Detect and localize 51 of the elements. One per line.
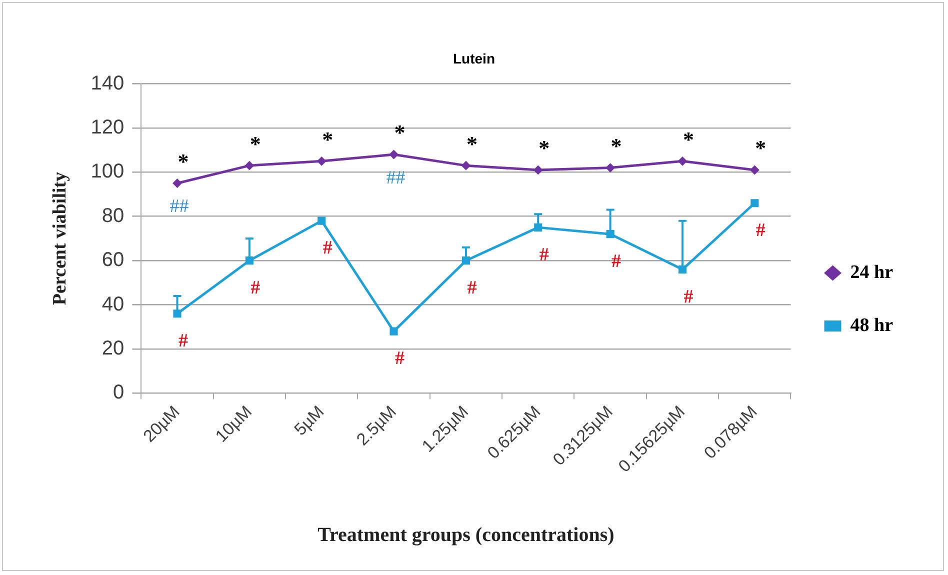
chart-title: Lutein xyxy=(453,50,495,66)
data-label: # xyxy=(467,277,478,298)
y-tick-label: 140 xyxy=(90,72,124,94)
data-label: # xyxy=(395,348,406,370)
data-label: # xyxy=(612,250,622,272)
y-tick-label: 0 xyxy=(113,382,124,404)
legend-label: 48 hr xyxy=(850,314,894,336)
y-tick-label: 80 xyxy=(102,204,124,227)
data-label: * xyxy=(250,131,261,156)
y-tick-label: 40 xyxy=(102,293,124,316)
point xyxy=(390,327,398,336)
y-axis-title: Percent viability xyxy=(49,171,70,306)
point xyxy=(461,161,470,170)
data-label: * xyxy=(394,120,406,146)
point xyxy=(462,256,470,265)
point xyxy=(317,156,326,166)
data-label: * xyxy=(322,126,334,152)
data-label: * xyxy=(610,133,622,158)
data-label: # xyxy=(250,277,261,298)
y-tick-label: 20 xyxy=(102,338,124,360)
data-label: # xyxy=(322,238,333,259)
x-axis-title: Treatment groups (concentrations) xyxy=(318,524,614,546)
legend-label: 24 hr xyxy=(850,262,894,283)
point xyxy=(534,165,543,174)
point xyxy=(750,165,760,174)
y-tick-label: 120 xyxy=(90,116,124,139)
y-tick-label: 60 xyxy=(102,249,124,272)
point xyxy=(678,156,687,166)
annotation: ## xyxy=(386,168,406,188)
point xyxy=(173,310,182,318)
point xyxy=(606,230,614,238)
data-label: * xyxy=(178,148,189,174)
point xyxy=(606,163,615,172)
point xyxy=(318,216,326,225)
annotation: ## xyxy=(170,196,190,218)
data-label: * xyxy=(538,136,550,161)
data-label: # xyxy=(539,244,550,266)
point xyxy=(245,256,254,265)
point xyxy=(172,178,182,188)
data-label: * xyxy=(682,126,694,152)
data-label: * xyxy=(755,136,766,161)
point xyxy=(389,150,398,160)
point xyxy=(678,265,687,274)
data-label: # xyxy=(178,330,189,352)
point xyxy=(244,161,254,170)
data-label: # xyxy=(756,220,766,242)
point xyxy=(534,223,542,232)
data-label: # xyxy=(684,286,694,308)
point xyxy=(750,199,759,208)
y-tick-label: 100 xyxy=(90,160,124,183)
data-label: * xyxy=(466,131,478,156)
